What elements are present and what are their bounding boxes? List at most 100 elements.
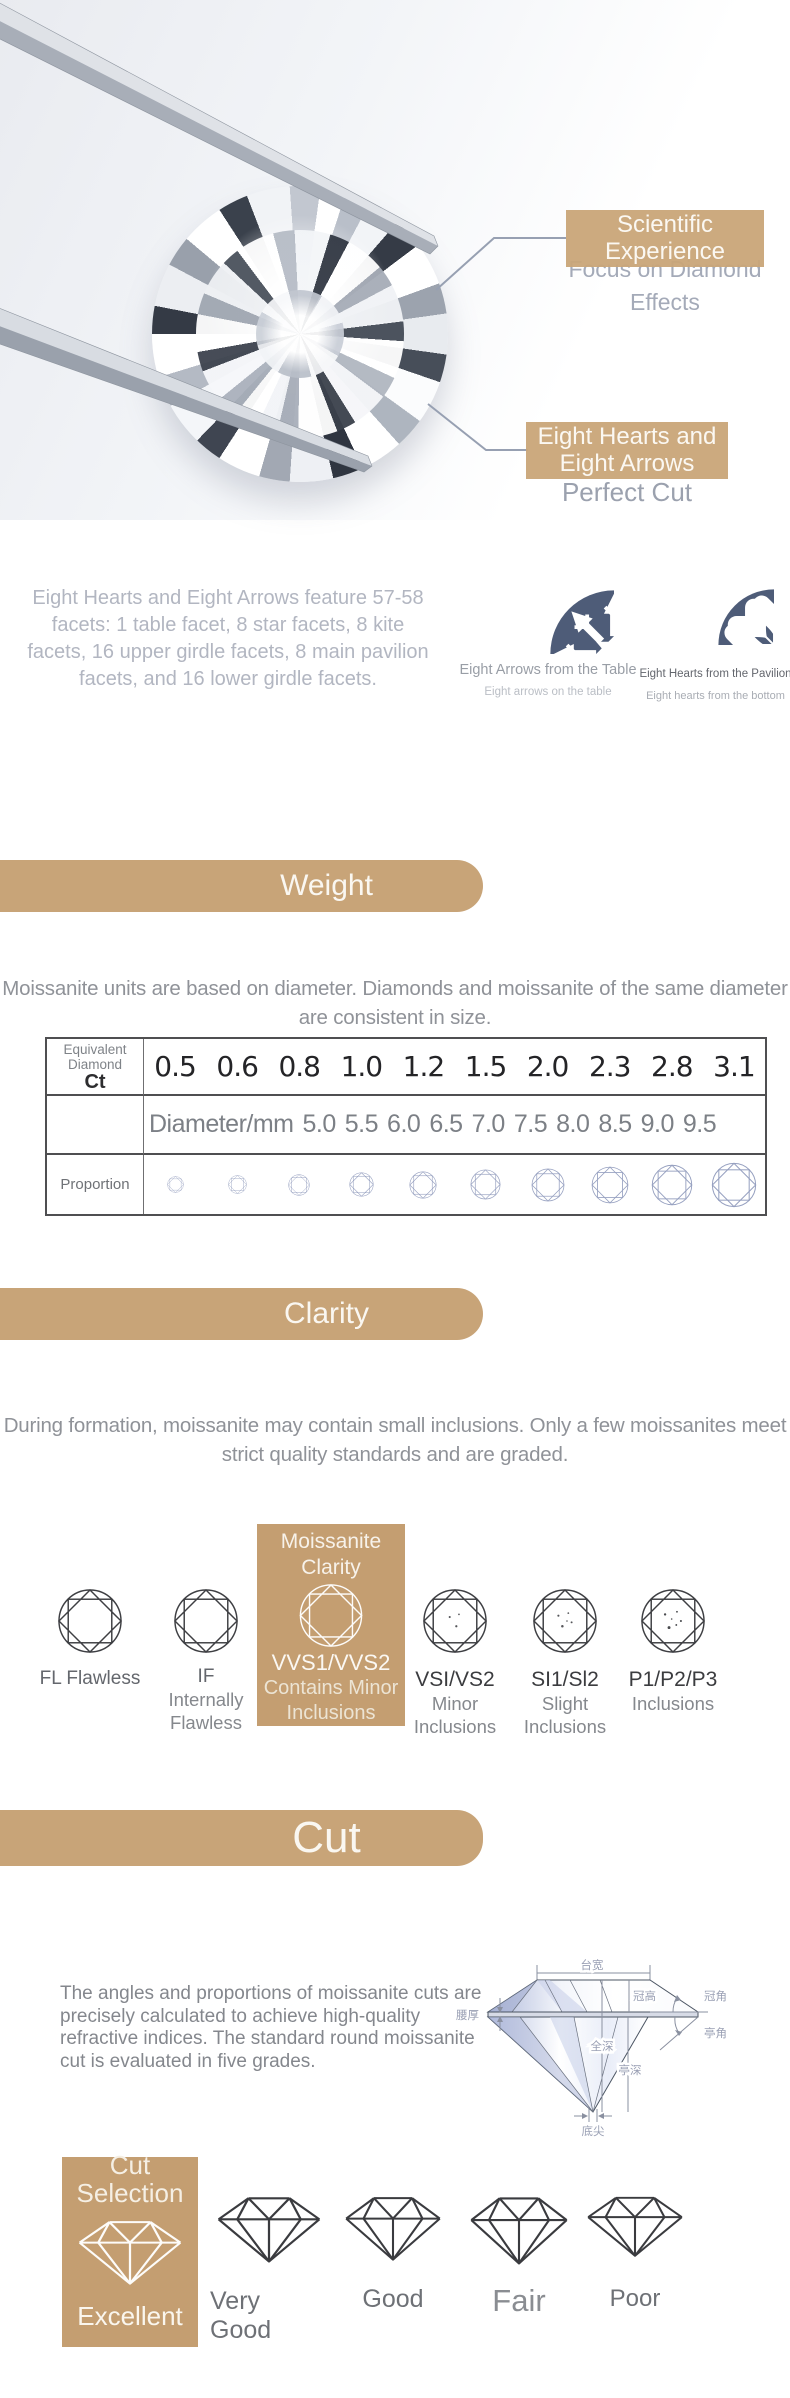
- diagram-label-total-depth: 全深: [591, 2039, 614, 2053]
- hearts-arrows-text: Eight Hearts and Eight Arrows: [537, 423, 717, 477]
- connector-line-hearts: [427, 403, 528, 451]
- gem-size-icon: [167, 1176, 184, 1193]
- diameter-value: 6.0: [387, 1110, 421, 1138]
- cut-grade-label: Excellent: [77, 2301, 183, 2331]
- clarity-title: Clarity: [283, 1297, 369, 1330]
- ct-value: 0.6: [216, 1050, 259, 1083]
- ct-value: 0.8: [278, 1050, 321, 1083]
- cut-description: The angles and proportions of moissanite…: [60, 1983, 482, 2072]
- weight-description: Moissanite units are based on diameter. …: [2, 977, 788, 1029]
- ct-value: 1.5: [464, 1050, 508, 1083]
- diameter-value: 7.5: [513, 1110, 548, 1138]
- cut-section-banner: Cut: [0, 1810, 483, 1866]
- clarity-code: IF: [197, 1666, 215, 1687]
- moissanite-clarity-highlight: Moissanite Clarity VVS1/VVS2 Contains Mi…: [257, 1524, 405, 1726]
- diamond-side-icon: [583, 2193, 687, 2259]
- ct-value: 1.2: [402, 1050, 446, 1083]
- proportion-label: Proportion: [60, 1176, 130, 1193]
- cut-grade-label: Poor: [609, 2285, 661, 2312]
- clarity-grade-si: SI1/Sl2 Slight Inclusions: [508, 1588, 622, 1738]
- diamond-top-icon: [286, 1583, 376, 1648]
- cut-proportions-diagram: 台宽 腰厚 冠高 冠角 亭角 全深 亭深 底尖: [456, 1956, 727, 2139]
- cut-grade-label: Fair: [492, 2283, 546, 2318]
- clarity-code: P1/P2/P3: [628, 1668, 718, 1691]
- diamond-top-icon: [640, 1588, 706, 1654]
- diameter-value: 8.5: [598, 1110, 632, 1138]
- proportion-label-cell: Proportion: [47, 1155, 144, 1214]
- cut-grade-label: Good: [362, 2285, 424, 2313]
- hearts-arrows-label: Eight Hearts and Eight Arrows: [526, 422, 728, 479]
- diagram-label-girdle: 腰厚: [456, 2008, 479, 2022]
- diamond-top-icon: [173, 1588, 239, 1654]
- diamond-side-icon: [213, 2193, 325, 2265]
- weight-title: Weight: [280, 869, 373, 902]
- hearts-caption: Eight Hearts from the Pavilion: [639, 668, 790, 680]
- ct-value: 0.5: [154, 1050, 197, 1083]
- clarity-grade-p: P1/P2/P3 Inclusions: [614, 1588, 732, 1715]
- gem-size-icon: [711, 1162, 757, 1208]
- perfect-cut-caption: Perfect Cut: [561, 477, 693, 507]
- ct-value: 1.0: [340, 1050, 384, 1083]
- diamond-side-icon: [466, 2193, 572, 2267]
- weight-table-empty-cell: [47, 1096, 144, 1155]
- clarity-code: VVS1/VVS2: [271, 1650, 391, 1675]
- cut-grade-label: Very Good: [210, 2287, 272, 2344]
- header-label-line1: Equivalent: [63, 1041, 127, 1057]
- facets-paragraph: Eight Hearts and Eight Arrows feature 57…: [27, 587, 429, 690]
- cut-selection-highlight: Cut Selection Excellent: [62, 2151, 198, 2347]
- cut-grade-good: Good: [338, 2193, 448, 2314]
- clarity-code: FL Flawless: [39, 1668, 141, 1689]
- cut-grade-fair: Fair: [460, 2193, 578, 2319]
- weight-table: Equivalent Diamond Ct 0.5 0.6 0.8 1.0 1.…: [45, 1037, 767, 1216]
- clarity-section-banner: Clarity: [0, 1288, 483, 1340]
- diameter-value: 8.0: [556, 1110, 590, 1138]
- carat-values-row: 0.5 0.6 0.8 1.0 1.2 1.5 2.0 2.3 2.8 3.1: [144, 1039, 765, 1096]
- diagram-label-pavilion-angle: 亭角: [704, 2026, 727, 2040]
- gem-size-icon: [409, 1171, 437, 1199]
- diameter-row: Diameter/mm 5.0 5.5 6.0 6.5 7.0 7.5 8.0 …: [144, 1096, 765, 1155]
- hearts-subcaption: Eight hearts from the bottom: [646, 690, 785, 702]
- diagram-label-crown-height: 冠高: [633, 1989, 656, 2003]
- cut-grade-poor: Poor: [580, 2193, 690, 2313]
- tweezers-illustration: [0, 2, 566, 473]
- diameter-value: 9.0: [640, 1110, 675, 1138]
- gem-size-icon: [591, 1166, 629, 1204]
- cut-selection-title: Cut Selection: [76, 2150, 184, 2208]
- diamond-top-icon: [57, 1588, 123, 1654]
- gem-size-icon: [651, 1164, 693, 1206]
- header-label-line2: Diamond: [67, 1056, 123, 1072]
- diameter-value: 6.5: [429, 1110, 463, 1138]
- clarity-desc: Contains Minor Inclusions: [263, 1677, 399, 1724]
- cut-title: Cut: [292, 1813, 361, 1862]
- ct-value: 2.3: [588, 1050, 632, 1083]
- diagram-label-table-width: 台宽: [581, 1958, 604, 1972]
- clarity-code: SI1/Sl2: [531, 1668, 599, 1691]
- diameter-value: 5.5: [344, 1110, 379, 1138]
- arrows-caption: Eight Arrows from the Table: [459, 662, 637, 678]
- ct-value: 3.1: [713, 1050, 756, 1083]
- diameter-label: Diameter/mm: [149, 1110, 294, 1138]
- diagram-label-pavilion-depth: 亭深: [619, 2063, 642, 2077]
- gem-size-icon: [531, 1168, 565, 1202]
- clarity-description: During formation, moissanite may contain…: [3, 1414, 787, 1466]
- header-label-ct: Ct: [84, 1070, 106, 1093]
- clarity-code: VSI/VS2: [415, 1668, 495, 1691]
- clarity-desc: Minor Inclusions: [413, 1693, 497, 1737]
- diamond-side-icon: [341, 2193, 445, 2263]
- weight-table-header-label: Equivalent Diamond Ct: [47, 1039, 144, 1096]
- clarity-grade-vs: VSI/VS2 Minor Inclusions: [398, 1588, 512, 1738]
- diagram-label-crown-angle: 冠角: [704, 1989, 727, 2003]
- clarity-grade-if: IF Internally Flawless: [150, 1588, 262, 1734]
- gem-size-icon: [288, 1174, 310, 1196]
- clarity-desc: Slight Inclusions: [523, 1693, 607, 1737]
- highlight-title: Moissanite Clarity: [280, 1530, 382, 1579]
- connector-line-scientific: [435, 237, 566, 291]
- scientific-experience-text: Scientific Experience: [604, 211, 726, 265]
- cut-grade-very-good: Very Good: [210, 2193, 328, 2345]
- diamond-side-icon: [74, 2217, 186, 2287]
- eight-hearts-icon: [657, 528, 774, 645]
- diameter-value: 9.5: [682, 1110, 717, 1138]
- clarity-desc: Inclusions: [631, 1693, 715, 1714]
- proportion-icons-row: [144, 1155, 765, 1214]
